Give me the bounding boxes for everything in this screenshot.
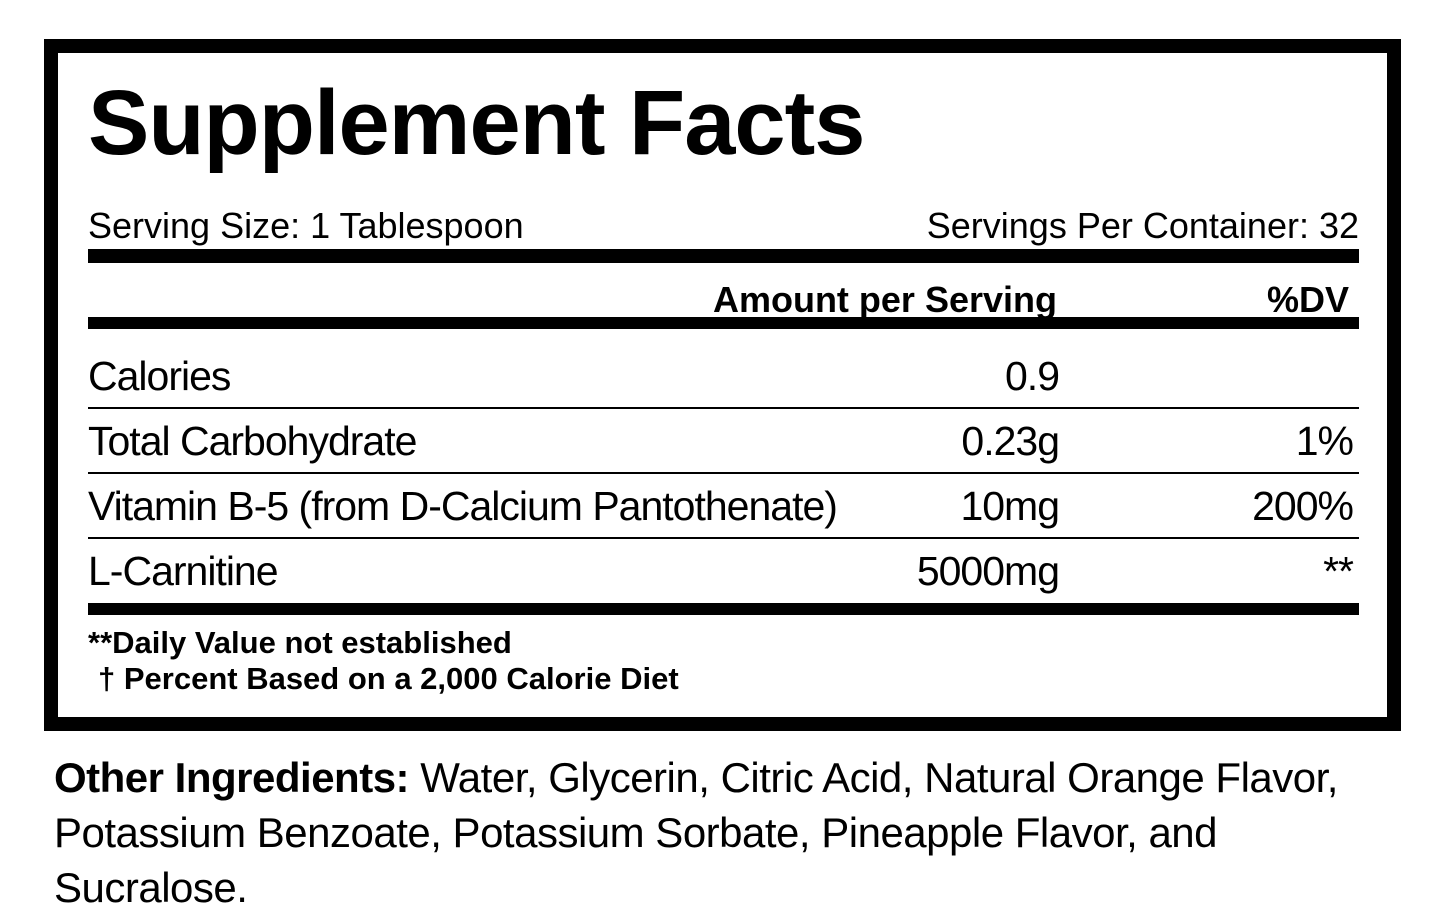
dv-header: %DV [1266, 279, 1349, 320]
row: L-Carnitine 5000mg ** [88, 538, 1359, 602]
serving-size: Serving Size: 1 Tablespoon [88, 205, 524, 246]
amount: 10mg [960, 483, 1060, 529]
row: Total Carbohydrate 0.23g 1% [88, 408, 1359, 474]
row: Calories 0.9 [88, 343, 1359, 409]
row: Vitamin B-5 (from D-Calcium Pantothenate… [88, 473, 1359, 539]
amount: 0.23g [961, 418, 1060, 464]
divider [88, 249, 1359, 263]
servings-per-container: Servings Per Container: 32 [926, 205, 1359, 246]
divider [88, 317, 1359, 329]
other-ingredients-heading: Other Ingredients: [54, 754, 410, 801]
amount-header: Amount per Serving [712, 279, 1057, 320]
nutrient: L-Carnitine [88, 548, 279, 594]
amount: 0.9 [1005, 353, 1060, 399]
nutrient: Vitamin B-5 (from D-Calcium Pantothenate… [88, 483, 838, 529]
footnote: **Daily Value not established [88, 625, 512, 660]
daily-value: 1% [1295, 418, 1354, 464]
divider [88, 603, 1359, 615]
amount: 5000mg [916, 548, 1060, 594]
facts-panel: Supplement Facts Serving Size: 1 Tablesp… [44, 39, 1401, 731]
other-ingredients: Other Ingredients: Water, Glycerin, Citr… [54, 750, 1414, 915]
daily-value: ** [1323, 548, 1354, 594]
daily-value: 200% [1252, 483, 1354, 529]
footnote: † Percent Based on a 2,000 Calorie Diet [98, 661, 679, 696]
page: Supplement Facts Serving Size: 1 Tablesp… [44, 39, 1401, 911]
nutrient: Total Carbohydrate [88, 418, 417, 464]
title: Supplement Facts [88, 72, 865, 174]
nutrient: Calories [88, 353, 231, 399]
